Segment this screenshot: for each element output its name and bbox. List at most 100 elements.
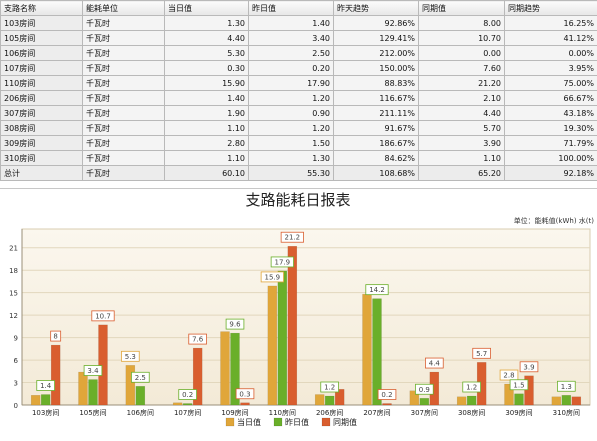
yesterday-trend-cell: 129.41% xyxy=(334,31,419,46)
y-tick-label: 9 xyxy=(14,335,18,343)
column-header[interactable]: 支路名称 xyxy=(1,1,83,16)
data-label: 0.9 xyxy=(419,386,430,394)
unit-cell: 千瓦时 xyxy=(83,166,165,181)
table-row[interactable]: 110房间 千瓦时 15.90 17.90 88.83% 21.20 75.00… xyxy=(1,76,597,91)
yesterday-total-cell: 55.30 xyxy=(249,166,334,181)
table-row[interactable]: 103房间 千瓦时 1.30 1.40 92.86% 8.00 16.25% xyxy=(1,16,597,31)
bar xyxy=(126,365,135,405)
unit-cell: 千瓦时 xyxy=(83,31,165,46)
yesterday-trend-cell: 84.62% xyxy=(334,151,419,166)
column-header[interactable]: 同期值 xyxy=(419,1,505,16)
same-period-value-cell: 5.70 xyxy=(419,121,505,136)
bar xyxy=(325,396,334,405)
x-tick-label: 109房间 xyxy=(221,408,248,417)
yesterday-trend-cell: 212.00% xyxy=(334,46,419,61)
table-row[interactable]: 310房间 千瓦时 1.10 1.30 84.62% 1.10 100.00% xyxy=(1,151,597,166)
bar xyxy=(221,332,230,405)
yesterday-trend-cell: 92.86% xyxy=(334,16,419,31)
x-tick-label: 105房间 xyxy=(79,408,106,417)
yesterday-value-cell: 1.30 xyxy=(249,151,334,166)
legend-swatch xyxy=(274,418,282,426)
today-value-cell: 1.40 xyxy=(165,91,249,106)
same-period-trend-cell: 19.30% xyxy=(505,121,597,136)
yesterday-value-cell: 3.40 xyxy=(249,31,334,46)
total-row[interactable]: 总计 千瓦时 60.10 55.30 108.68% 65.20 92.18% xyxy=(1,166,597,181)
data-label: 1.2 xyxy=(466,384,477,392)
bar xyxy=(373,299,382,405)
unit-cell: 千瓦时 xyxy=(83,106,165,121)
same-period-trend-cell: 41.12% xyxy=(505,31,597,46)
y-tick-label: 6 xyxy=(14,357,19,365)
same-period-trend-cell: 75.00% xyxy=(505,76,597,91)
legend: 当日值昨日值同期值 xyxy=(226,417,357,427)
legend-label: 当日值 xyxy=(237,417,261,427)
bar xyxy=(288,246,297,405)
same-period-value-cell: 3.90 xyxy=(419,136,505,151)
x-tick-label: 206房间 xyxy=(316,408,343,417)
data-label: 7.6 xyxy=(192,336,204,344)
same-period-trend-cell: 66.67% xyxy=(505,91,597,106)
table-row[interactable]: 307房间 千瓦时 1.90 0.90 211.11% 4.40 43.18% xyxy=(1,106,597,121)
same-period-value-cell: 8.00 xyxy=(419,16,505,31)
data-label: 5.3 xyxy=(125,353,136,361)
same-period-total-cell: 65.20 xyxy=(419,166,505,181)
unit-cell: 千瓦时 xyxy=(83,46,165,61)
x-tick-label: 309房间 xyxy=(505,408,532,417)
column-header[interactable]: 当日值 xyxy=(165,1,249,16)
column-header[interactable]: 能耗单位 xyxy=(83,1,165,16)
bar xyxy=(420,398,429,405)
branch-name-cell: 308房间 xyxy=(1,121,83,136)
same-period-value-cell: 7.60 xyxy=(419,61,505,76)
same-period-value-cell: 10.70 xyxy=(419,31,505,46)
same-period-trend-cell: 3.95% xyxy=(505,61,597,76)
bar-chart: 支路能耗日报表 单位：能耗值(kWh) 水(t) 036912151821103… xyxy=(0,189,597,441)
bar xyxy=(51,345,60,405)
yesterday-trend-cell: 88.83% xyxy=(334,76,419,91)
y-tick-label: 21 xyxy=(9,245,18,253)
table-row[interactable]: 206房间 千瓦时 1.40 1.20 116.67% 2.10 66.67% xyxy=(1,91,597,106)
x-tick-label: 310房间 xyxy=(553,408,580,417)
branch-name-cell: 110房间 xyxy=(1,76,83,91)
same-period-trend-total-cell: 92.18% xyxy=(505,166,597,181)
yesterday-value-cell: 0.90 xyxy=(249,106,334,121)
same-period-value-cell: 2.10 xyxy=(419,91,505,106)
data-label: 1.5 xyxy=(513,381,524,389)
table-row[interactable]: 105房间 千瓦时 4.40 3.40 129.41% 10.70 41.12% xyxy=(1,31,597,46)
data-label: 4.4 xyxy=(429,360,441,368)
total-label-cell: 总计 xyxy=(1,166,83,181)
same-period-value-cell: 4.40 xyxy=(419,106,505,121)
same-period-trend-cell: 100.00% xyxy=(505,151,597,166)
yesterday-trend-cell: 91.67% xyxy=(334,121,419,136)
today-total-cell: 60.10 xyxy=(165,166,249,181)
branch-name-cell: 309房间 xyxy=(1,136,83,151)
same-period-value-cell: 1.10 xyxy=(419,151,505,166)
x-tick-label: 207房间 xyxy=(363,408,390,417)
branch-name-cell: 103房间 xyxy=(1,16,83,31)
branch-name-cell: 206房间 xyxy=(1,91,83,106)
bar xyxy=(562,395,571,405)
today-value-cell: 15.90 xyxy=(165,76,249,91)
branch-name-cell: 105房间 xyxy=(1,31,83,46)
column-header[interactable]: 同期趋势 xyxy=(505,1,597,16)
bar xyxy=(241,403,250,405)
x-tick-label: 307房间 xyxy=(411,408,438,417)
yesterday-value-cell: 17.90 xyxy=(249,76,334,91)
table-row[interactable]: 106房间 千瓦时 5.30 2.50 212.00% 0.00 0.00% xyxy=(1,46,597,61)
y-tick-label: 15 xyxy=(9,290,18,298)
data-label: 5.7 xyxy=(476,350,487,358)
column-header[interactable]: 昨日值 xyxy=(249,1,334,16)
unit-cell: 千瓦时 xyxy=(83,61,165,76)
data-label: 8 xyxy=(53,333,57,341)
table-row[interactable]: 308房间 千瓦时 1.10 1.20 91.67% 5.70 19.30% xyxy=(1,121,597,136)
data-label: 0.3 xyxy=(239,390,250,398)
today-value-cell: 2.80 xyxy=(165,136,249,151)
legend-label: 同期值 xyxy=(333,417,357,427)
chart-title: 支路能耗日报表 xyxy=(245,191,350,209)
branch-name-cell: 107房间 xyxy=(1,61,83,76)
bar xyxy=(383,404,392,405)
table-row[interactable]: 107房间 千瓦时 0.30 0.20 150.00% 7.60 3.95% xyxy=(1,61,597,76)
table-row[interactable]: 309房间 千瓦时 2.80 1.50 186.67% 3.90 71.79% xyxy=(1,136,597,151)
column-header[interactable]: 昨天趋势 xyxy=(334,1,419,16)
unit-cell: 千瓦时 xyxy=(83,121,165,136)
bar xyxy=(467,396,476,405)
